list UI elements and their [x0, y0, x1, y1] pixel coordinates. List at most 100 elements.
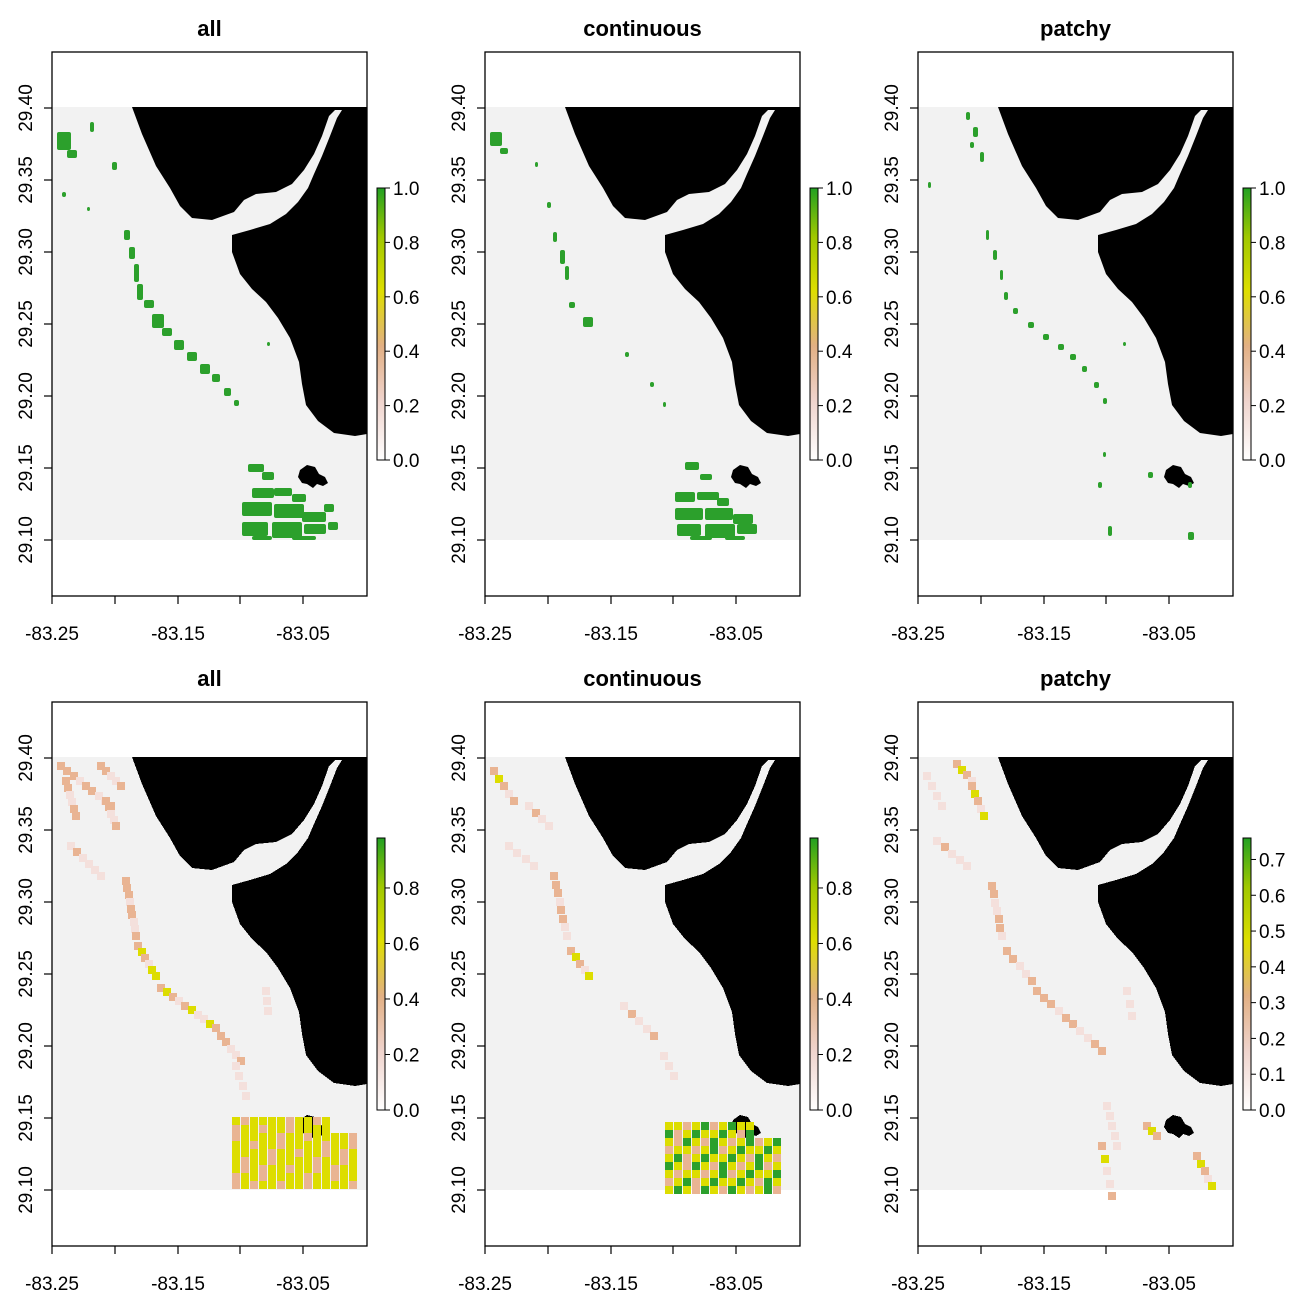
density-cell [746, 1186, 754, 1194]
density-cell [67, 842, 75, 850]
habitat-patch [993, 250, 997, 260]
density-cell [295, 1133, 303, 1141]
panel-binary-all: all 29.10 29.15 29.20 29.25 29.30 29.35 29.40 -8… [16, 16, 420, 645]
legend-tick-label: 0.5 [1259, 922, 1285, 943]
density-cell [242, 1092, 250, 1100]
density-cell [313, 1149, 321, 1157]
habitat-patch [1103, 398, 1107, 404]
density-cell [554, 889, 562, 897]
habitat-patch [272, 522, 302, 538]
density-cell [268, 1149, 276, 1157]
density-cell [250, 1173, 258, 1181]
density-cell [241, 1173, 249, 1181]
density-cell [277, 1173, 285, 1181]
land-mass [565, 107, 800, 488]
island [731, 465, 761, 488]
density-cell [331, 1173, 339, 1181]
legend-tick-label: 0.2 [826, 1045, 852, 1066]
density-cell [746, 1130, 754, 1138]
x-tick-label: -83.05 [276, 1274, 330, 1295]
y-tick-label: 29.25 [449, 300, 470, 348]
density-cell [563, 932, 571, 940]
density-cell [241, 1149, 249, 1157]
legend-tick-label: 0.0 [1259, 451, 1285, 472]
density-cell [1108, 1122, 1116, 1130]
habitat-patch [677, 524, 701, 536]
y-tick-label: 29.15 [882, 1094, 903, 1142]
density-cell [105, 803, 113, 811]
x-tick-label: -83.25 [25, 1274, 79, 1295]
density-cell [1076, 1027, 1084, 1035]
density-cell [550, 872, 558, 880]
density-cell [552, 881, 560, 889]
density-cell [1143, 1122, 1151, 1130]
legend-tick-label: 1.0 [393, 179, 419, 200]
density-cell [57, 762, 65, 770]
density-cell [948, 850, 956, 858]
density-cell [737, 1122, 745, 1130]
legend-tick-label: 0.2 [393, 397, 419, 418]
density-cell [232, 1125, 240, 1133]
density-cell [692, 1122, 700, 1130]
density-cell [259, 1165, 267, 1173]
habitat-layer [490, 132, 757, 540]
density-cell [710, 1186, 718, 1194]
density-cell [674, 1138, 682, 1146]
habitat-patch [535, 162, 538, 167]
density-cell [1208, 1182, 1216, 1190]
density-cell [1113, 1142, 1121, 1150]
density-cell [1022, 970, 1030, 978]
habitat-patch [252, 536, 272, 540]
density-cell [313, 1133, 321, 1141]
legend: 0.0 0.2 0.4 0.6 0.8 [809, 837, 853, 1122]
density-cell [268, 1141, 276, 1149]
density-cell [710, 1130, 718, 1138]
habitat-patch [1004, 292, 1008, 300]
habitat-patch [717, 498, 729, 506]
habitat-patch [252, 488, 274, 498]
density-cell [141, 954, 149, 962]
density-cell [1040, 994, 1048, 1002]
density-cell [956, 856, 964, 864]
legend: 0.0 0.2 0.4 0.6 0.8 1.0 [809, 179, 853, 472]
density-cell [340, 1157, 348, 1165]
habitat-patch [1098, 482, 1102, 488]
legend-tick-label: 0.4 [1259, 342, 1286, 363]
land-polygon [132, 107, 367, 436]
density-cell [701, 1122, 709, 1130]
density-cell [719, 1170, 727, 1178]
density-cell [134, 942, 142, 950]
density-cell [710, 1146, 718, 1154]
habitat-patch [1070, 354, 1076, 360]
density-cell [277, 1165, 285, 1173]
legend-tick-label: 0.4 [393, 990, 420, 1011]
habitat-patch [625, 352, 629, 357]
density-cell [241, 1165, 249, 1173]
habitat-patch [90, 122, 94, 132]
habitat-patch [242, 502, 272, 516]
density-cell [175, 997, 183, 1005]
density-cell [567, 947, 575, 955]
density-cell [728, 1130, 736, 1138]
density-cell [692, 1138, 700, 1146]
density-cell [232, 1062, 240, 1070]
density-cell [322, 1117, 330, 1125]
density-cell [643, 1025, 651, 1033]
density-cell [349, 1133, 357, 1141]
density-cell [112, 777, 120, 785]
legend-tick-label: 0.8 [393, 233, 419, 254]
density-cell [1193, 1152, 1201, 1160]
density-cell [88, 787, 96, 795]
density-cell [138, 948, 146, 956]
density-cell [746, 1170, 754, 1178]
density-cell [239, 1082, 247, 1090]
density-cell [692, 1146, 700, 1154]
habitat-patch [1148, 472, 1153, 478]
habitat-patch [569, 302, 575, 308]
habitat-patch [500, 148, 508, 154]
density-cell [295, 1117, 303, 1125]
density-cell [85, 860, 93, 868]
habitat-patch [697, 492, 719, 500]
habitat-patch [328, 522, 338, 530]
